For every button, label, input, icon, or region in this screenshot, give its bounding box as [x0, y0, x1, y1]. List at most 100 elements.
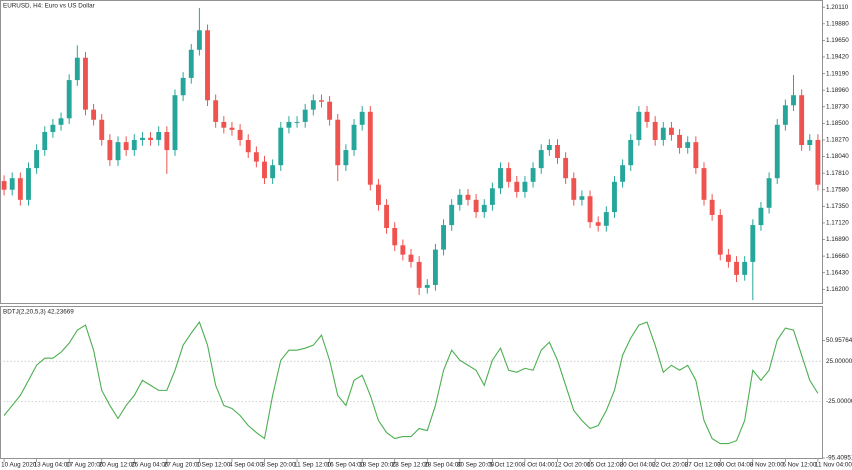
- candle-body: [579, 196, 585, 200]
- candle-body: [612, 181, 617, 213]
- x-tick-label: 12 Oct 20:00: [554, 462, 591, 469]
- candle-body: [717, 214, 723, 255]
- candle-body: [742, 261, 748, 275]
- candle-body: [750, 225, 756, 262]
- candle-body: [709, 199, 715, 215]
- candle-body: [506, 168, 512, 182]
- candle-body: [587, 196, 593, 223]
- candle-body: [74, 57, 80, 81]
- candle-body: [115, 142, 121, 161]
- candle-body: [188, 49, 194, 78]
- candle-body: [148, 137, 154, 140]
- candle-body: [319, 100, 324, 102]
- candle-body: [42, 132, 48, 151]
- candle-body: [351, 124, 357, 151]
- y-tick-label: 1.17350: [826, 203, 849, 210]
- candle-body: [465, 194, 471, 200]
- x-tick-label: 30 Oct 04:00: [717, 462, 754, 469]
- candle-body: [327, 101, 333, 120]
- y-tick-label: 1.19190: [826, 70, 849, 77]
- candle-body: [774, 124, 780, 179]
- candle-body: [343, 150, 349, 166]
- x-tick-label: 20 Oct 04:00: [620, 462, 657, 469]
- y-tick-label: 1.16890: [826, 236, 849, 243]
- candle-body: [758, 207, 764, 226]
- candle-body: [376, 184, 381, 205]
- candle-body: [213, 100, 219, 122]
- x-tick-label: 27 Oct 12:00: [685, 462, 722, 469]
- candle-body: [725, 254, 731, 262]
- x-tick-label: 11 Nov 04:00: [815, 462, 852, 469]
- indicator-title: BDTJ(2,20,5,3) 42.23669: [3, 309, 74, 316]
- y-tick-label: 1.18270: [826, 137, 849, 144]
- x-tick-label: 4 Sep 04:00: [229, 462, 263, 469]
- x-tick-label: 15 Oct 12:00: [587, 462, 624, 469]
- candle-body: [58, 118, 64, 125]
- level-label: -25.00000: [826, 398, 852, 405]
- y-tick-label: 1.16200: [826, 286, 849, 293]
- candle-body: [1, 181, 7, 190]
- candle-body: [221, 121, 227, 128]
- candle-body: [432, 249, 438, 285]
- y-tick-label: 1.18960: [826, 87, 849, 94]
- candle-body: [172, 95, 178, 151]
- candle-body: [498, 168, 503, 189]
- x-tick-label: 17 Aug 20:00: [66, 462, 104, 469]
- y-tick-label: 1.16430: [826, 269, 849, 276]
- candle-body: [791, 95, 796, 106]
- candle-body: [66, 80, 72, 119]
- y-tick-label: 1.17810: [826, 170, 849, 177]
- candle-body: [180, 77, 186, 96]
- candle-body: [628, 139, 634, 166]
- candle-body: [603, 212, 609, 226]
- candle-body: [335, 119, 341, 166]
- candle-body: [229, 127, 235, 130]
- x-tick-label: 8 Oct 04:00: [522, 462, 555, 469]
- candle-body: [481, 204, 487, 213]
- candle-body: [294, 121, 300, 123]
- y-tick-label: 1.17120: [826, 220, 849, 227]
- candle-body: [9, 178, 15, 190]
- candle-body: [83, 57, 88, 110]
- y-tick-label: 1.18730: [826, 103, 849, 110]
- candle-body: [555, 145, 560, 158]
- candle-body: [302, 109, 308, 122]
- candle-body: [766, 178, 772, 208]
- y-tick-label: 1.16660: [826, 253, 849, 260]
- x-tick-label: 25 Aug 04:00: [131, 462, 169, 469]
- candle-body: [253, 152, 259, 162]
- candle-body: [26, 168, 31, 200]
- candle-body: [164, 132, 170, 151]
- candle-body: [359, 111, 365, 125]
- candle-body: [392, 227, 398, 246]
- candle-body: [734, 261, 739, 275]
- candle-body: [416, 261, 422, 288]
- x-tick-label: 6 Nov 12:00: [782, 462, 816, 469]
- x-tick-label: 16 Sep 04:00: [327, 462, 365, 469]
- candle-body: [367, 111, 373, 185]
- candle-body: [685, 142, 691, 148]
- candle-body: [636, 111, 642, 140]
- x-tick-label: 8 Sep 20:00: [262, 462, 296, 469]
- candle-body: [644, 111, 650, 122]
- y-tick-label: 1.19880: [826, 20, 849, 27]
- candle-body: [245, 139, 251, 153]
- candle-body: [782, 105, 788, 125]
- y-tick-label: 1.17580: [826, 186, 849, 193]
- x-tick-label: 10 Aug 2020: [1, 462, 37, 469]
- candle-body: [310, 100, 316, 110]
- y-tick-label: 1.19420: [826, 54, 849, 61]
- candle-body: [489, 188, 495, 205]
- indicator-panel: [0, 306, 823, 459]
- x-tick-label: 30 Sep 20:00: [457, 462, 495, 469]
- candle-body: [424, 284, 430, 288]
- candle-body: [652, 121, 658, 140]
- candle-body: [107, 139, 113, 161]
- candle-body: [807, 139, 813, 146]
- candle-body: [139, 137, 145, 140]
- candle-body: [595, 222, 601, 226]
- candle-body: [270, 165, 276, 179]
- x-tick-label: 5 Oct 12:00: [489, 462, 522, 469]
- candle-body: [34, 150, 40, 169]
